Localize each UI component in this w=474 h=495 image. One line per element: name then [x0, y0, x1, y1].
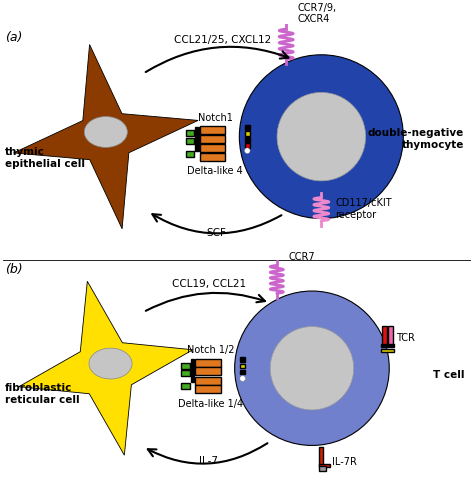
FancyBboxPatch shape [181, 363, 190, 369]
FancyArrowPatch shape [148, 443, 267, 464]
FancyBboxPatch shape [382, 326, 387, 345]
FancyBboxPatch shape [200, 144, 225, 152]
FancyBboxPatch shape [388, 326, 393, 345]
Text: Notch1: Notch1 [198, 113, 232, 123]
Polygon shape [19, 281, 193, 455]
FancyBboxPatch shape [200, 135, 225, 143]
FancyBboxPatch shape [181, 370, 190, 376]
Circle shape [235, 291, 389, 446]
FancyBboxPatch shape [245, 125, 250, 130]
FancyBboxPatch shape [240, 370, 245, 374]
Circle shape [245, 148, 250, 153]
FancyArrowPatch shape [152, 214, 282, 233]
FancyBboxPatch shape [191, 359, 194, 382]
Ellipse shape [89, 348, 132, 379]
FancyBboxPatch shape [186, 130, 194, 136]
FancyBboxPatch shape [245, 137, 250, 142]
Text: (a): (a) [5, 31, 22, 45]
Text: IL-7R: IL-7R [332, 457, 356, 467]
Text: thymic
epithelial cell: thymic epithelial cell [5, 147, 85, 168]
Circle shape [240, 376, 246, 381]
FancyBboxPatch shape [200, 126, 225, 134]
Text: SCF: SCF [206, 228, 226, 238]
Text: Delta-like 1/4: Delta-like 1/4 [178, 398, 243, 409]
Text: Notch 1/2: Notch 1/2 [187, 345, 234, 355]
FancyBboxPatch shape [186, 138, 194, 144]
Circle shape [277, 93, 365, 181]
FancyBboxPatch shape [245, 143, 250, 148]
Text: T cell: T cell [433, 370, 464, 380]
Circle shape [270, 327, 354, 410]
Polygon shape [14, 45, 198, 229]
Text: fibroblastic
reticular cell: fibroblastic reticular cell [5, 383, 80, 405]
FancyBboxPatch shape [381, 344, 394, 347]
FancyArrowPatch shape [146, 47, 289, 72]
FancyBboxPatch shape [195, 367, 220, 375]
Text: (b): (b) [5, 263, 23, 276]
Text: CCR7/9,
CXCR4: CCR7/9, CXCR4 [298, 3, 337, 24]
FancyArrowPatch shape [146, 293, 265, 311]
Circle shape [239, 55, 403, 218]
FancyBboxPatch shape [319, 464, 330, 467]
FancyBboxPatch shape [240, 357, 245, 362]
Text: CCL19, CCL21: CCL19, CCL21 [172, 279, 246, 289]
Ellipse shape [84, 116, 128, 148]
FancyBboxPatch shape [195, 377, 220, 385]
Text: CCR7: CCR7 [289, 251, 315, 261]
FancyBboxPatch shape [319, 447, 323, 466]
FancyBboxPatch shape [186, 150, 194, 157]
FancyBboxPatch shape [381, 348, 394, 352]
Text: TCR: TCR [396, 333, 415, 343]
Text: double-negative
thymocyte: double-negative thymocyte [368, 128, 464, 150]
FancyBboxPatch shape [195, 127, 199, 150]
FancyBboxPatch shape [245, 131, 250, 136]
Text: CCL21/25, CXCL12: CCL21/25, CXCL12 [174, 36, 272, 46]
FancyBboxPatch shape [181, 383, 190, 389]
FancyBboxPatch shape [240, 363, 245, 368]
Text: Delta-like 4: Delta-like 4 [187, 166, 243, 176]
FancyBboxPatch shape [200, 152, 225, 160]
FancyBboxPatch shape [195, 385, 220, 393]
FancyBboxPatch shape [319, 466, 326, 471]
FancyBboxPatch shape [195, 359, 220, 367]
Text: CD117/cKIT
receptor: CD117/cKIT receptor [336, 198, 392, 220]
Text: IL-7: IL-7 [200, 456, 219, 466]
